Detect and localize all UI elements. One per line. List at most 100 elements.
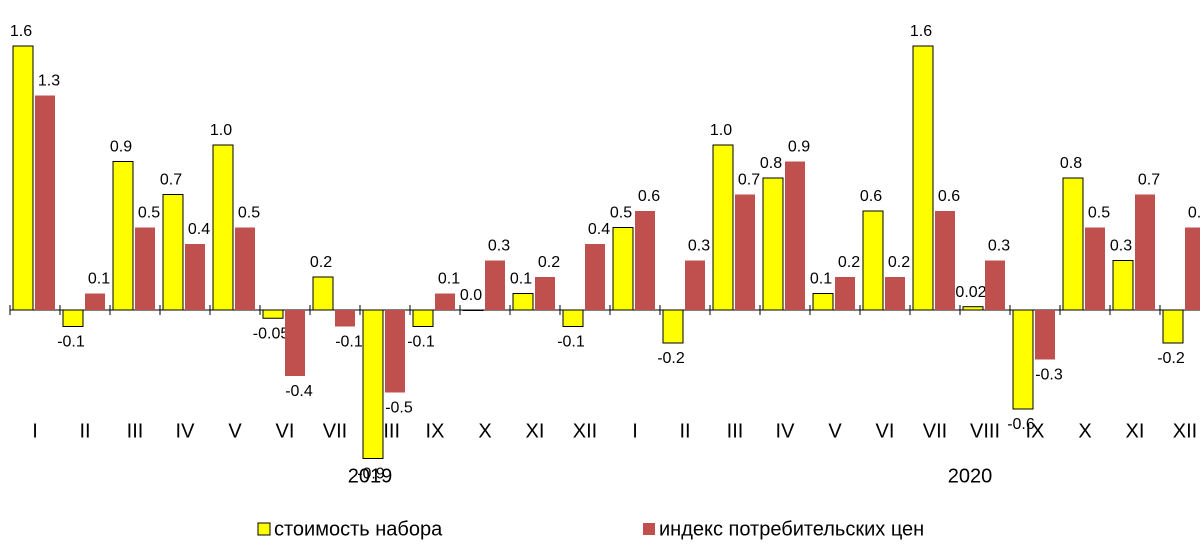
x-tick-label: X (1078, 420, 1091, 442)
value-label: 1.6 (10, 23, 32, 40)
value-label: 0.5 (138, 205, 160, 222)
value-label: 0.7 (738, 172, 760, 189)
x-tick-label: I (632, 420, 638, 442)
value-label: 0.2 (538, 254, 560, 271)
bar (935, 211, 955, 310)
bar (285, 310, 305, 376)
value-label: -0.6 (1007, 416, 1035, 433)
bar (535, 277, 555, 310)
value-label: 0.5 (238, 205, 260, 222)
bar (212, 144, 234, 311)
bar (1012, 309, 1034, 410)
bar (635, 211, 655, 310)
bar (485, 260, 505, 310)
value-label: 0.2 (838, 254, 860, 271)
x-tick-label: XII (573, 420, 597, 442)
bar (112, 161, 134, 311)
x-group-label: 2019 (348, 465, 393, 487)
x-tick-label: IX (1026, 420, 1045, 442)
value-label: -0.2 (657, 350, 685, 367)
x-tick-label: II (79, 420, 90, 442)
x-tick-label: V (228, 420, 242, 442)
bar (835, 277, 855, 310)
value-label: 0.2 (888, 254, 910, 271)
x-tick-label: V (828, 420, 842, 442)
x-tick-label: IV (776, 420, 796, 442)
bar (812, 293, 834, 311)
x-tick-label: XII (1173, 420, 1197, 442)
value-label: -0.2 (1157, 350, 1185, 367)
bar (1162, 309, 1184, 344)
bar (135, 227, 155, 310)
value-label: -0.9 (357, 466, 385, 483)
bar (735, 194, 755, 310)
value-label: 0.9 (788, 139, 810, 156)
value-label: 0.8 (1060, 155, 1082, 172)
bar (685, 260, 705, 310)
value-label: 0.3 (1110, 238, 1132, 255)
x-tick-label: VIII (970, 420, 1000, 442)
bar (162, 194, 184, 311)
value-label: 0.1 (510, 271, 532, 288)
legend-swatch (643, 523, 655, 535)
bar (12, 45, 34, 311)
value-label: 0.3 (688, 238, 710, 255)
bar (362, 309, 384, 459)
x-group-label: 2020 (948, 465, 993, 487)
value-label: 0.1 (810, 271, 832, 288)
value-label: 1.3 (38, 73, 60, 90)
x-tick-label: XI (526, 420, 545, 442)
value-label: 0.7 (1138, 172, 1160, 189)
x-tick-label: I (32, 420, 38, 442)
bar (585, 244, 605, 310)
bar (85, 293, 105, 310)
value-label: 0.7 (160, 172, 182, 189)
value-label: 0.4 (588, 221, 610, 238)
bar (512, 293, 534, 311)
x-tick-label: VI (876, 420, 895, 442)
bar (185, 244, 205, 310)
bar (562, 309, 584, 327)
value-label: -0.1 (557, 334, 585, 351)
bar (235, 227, 255, 310)
value-label: 0.02 (955, 284, 986, 301)
bar (712, 144, 734, 311)
bar (785, 161, 805, 310)
bar (462, 309, 484, 311)
value-label: 1.0 (710, 122, 732, 139)
bar (1112, 260, 1134, 311)
value-label: -0.1 (57, 334, 85, 351)
bar (312, 276, 334, 311)
value-label: -0.05 (253, 325, 290, 342)
legend-label: индекс потребительских цен (659, 518, 924, 540)
value-label: -0.1 (335, 334, 363, 351)
value-label: 0.6 (860, 188, 882, 205)
value-label: 0.9 (110, 139, 132, 156)
bar (1185, 227, 1200, 310)
x-tick-label: XI (1126, 420, 1145, 442)
bar (62, 309, 84, 327)
value-label: 0.2 (310, 254, 332, 271)
x-tick-label: VII (923, 420, 947, 442)
value-label: -0.3 (1035, 367, 1063, 384)
bar (412, 309, 434, 327)
value-label: 0.5 (610, 205, 632, 222)
x-tick-label: VII (323, 420, 347, 442)
x-tick-label: III (727, 420, 744, 442)
value-label: 0.1 (438, 271, 460, 288)
bar (35, 95, 55, 310)
value-label: 0.1 (88, 271, 110, 288)
value-label: 1.0 (210, 122, 232, 139)
value-label: 0.6 (938, 188, 960, 205)
value-label: -0.4 (285, 383, 313, 400)
x-tick-label: II (679, 420, 690, 442)
legend-swatch (257, 522, 271, 536)
bar (885, 277, 905, 310)
bar (962, 306, 984, 311)
bar (385, 310, 405, 393)
value-label: 0.5 (1088, 205, 1110, 222)
x-tick-label: VI (276, 420, 295, 442)
bar (662, 309, 684, 344)
x-tick-label: III (127, 420, 144, 442)
